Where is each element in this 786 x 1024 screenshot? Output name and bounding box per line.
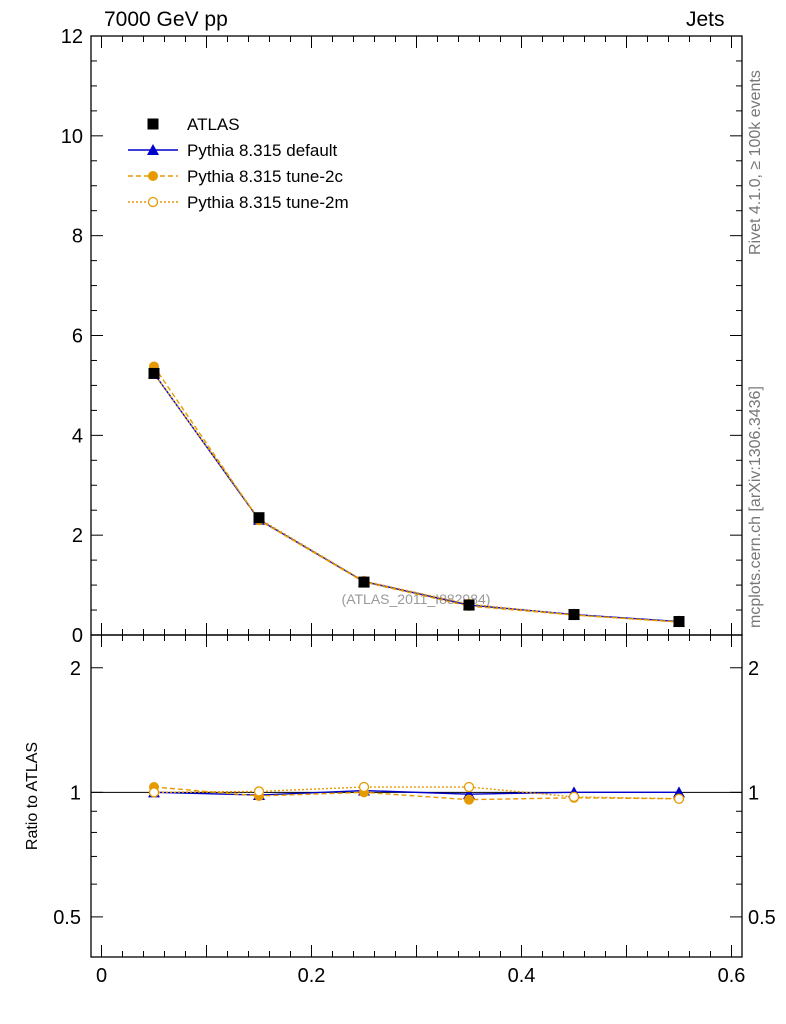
point-atlas xyxy=(253,512,265,524)
y-tick-label: 4 xyxy=(72,425,83,447)
ratio-point-pythia-8-315-tune-2m xyxy=(253,786,265,797)
series-line-pythia-8-315-tune-2c xyxy=(153,366,680,623)
y-tick-label: 10 xyxy=(61,126,83,148)
main-panel: 0 2 4 6 8 10 12 (ATLAS_2011_I882984) xyxy=(61,26,743,647)
ratio-line-pythia-8-315-tune-2c xyxy=(153,786,680,801)
ratio-tick-label-right: 1 xyxy=(748,782,759,804)
point-atlas xyxy=(148,367,160,379)
series-line-pythia-8-315-tune-2m xyxy=(153,373,680,623)
header-left-label: 7000 GeV pp xyxy=(104,8,228,31)
point-atlas xyxy=(673,616,685,628)
x-tick-label: 0.2 xyxy=(298,965,326,987)
legend-label-atlas: ATLAS xyxy=(187,115,240,134)
ratio-tick-label: 2 xyxy=(70,658,81,680)
x-tick-label: 0 xyxy=(96,965,107,987)
legend-marker-pythia-8-315-tune-2m xyxy=(147,196,159,208)
legend-marker-pythia-8-315-tune-2c xyxy=(148,171,158,181)
ratio-frame xyxy=(90,634,743,958)
ratio-ylabel: Ratio to ATLAS xyxy=(24,742,41,850)
ratio-tick-label-right: 0.5 xyxy=(748,907,776,929)
ratio-tick-label: 0.5 xyxy=(53,907,81,929)
x-tick-label: 0.6 xyxy=(718,965,746,987)
ratio-point-pythia-8-315-tune-2m xyxy=(463,781,475,793)
ratio-point-pythia-8-315-tune-2m xyxy=(568,791,580,803)
y-tick-label: 12 xyxy=(61,26,83,48)
legend-label-pythia-8-315-tune-2m: Pythia 8.315 tune-2m xyxy=(187,193,349,212)
legend-marker-atlas xyxy=(147,118,159,130)
point-atlas xyxy=(358,576,370,588)
ratio-point-pythia-8-315-tune-2m xyxy=(358,781,370,793)
y-tick-label: 2 xyxy=(72,525,83,547)
legend-label-pythia-8-315-tune-2c: Pythia 8.315 tune-2c xyxy=(187,167,343,186)
y-tick-label: 6 xyxy=(72,326,83,348)
point-atlas xyxy=(568,609,580,621)
ratio-point-pythia-8-315-tune-2c xyxy=(464,794,474,805)
header-right-label: Jets xyxy=(686,8,725,31)
legend: ATLAS Pythia 8.315 default Pythia 8.315 tu… xyxy=(128,115,349,212)
ratio-tick-label: 1 xyxy=(70,782,81,804)
x-tick-label: 0.4 xyxy=(508,965,536,987)
point-atlas xyxy=(463,599,475,611)
ratio-line-pythia-8-315-default xyxy=(153,789,679,796)
ratio-point-pythia-8-315-tune-2m xyxy=(673,793,685,804)
ratio-tick-label-right: 2 xyxy=(748,658,759,680)
ratio-panel: 0 0.2 0.4 0.6 0.5 0.5 1 1 2 2 Ratio to ATLAS xyxy=(24,623,776,987)
legend-label-pythia-8-315-default: Pythia 8.315 default xyxy=(187,141,338,160)
y-tick-label: 0 xyxy=(72,625,83,647)
series-line-pythia-8-315-default xyxy=(153,373,680,623)
ratio-point-pythia-8-315-tune-2m xyxy=(148,787,160,798)
legend-marker-pythia-8-315-default xyxy=(147,144,159,155)
analysis-label: (ATLAS_2011_I882984) xyxy=(342,591,491,607)
y-tick-label: 8 xyxy=(72,226,83,248)
